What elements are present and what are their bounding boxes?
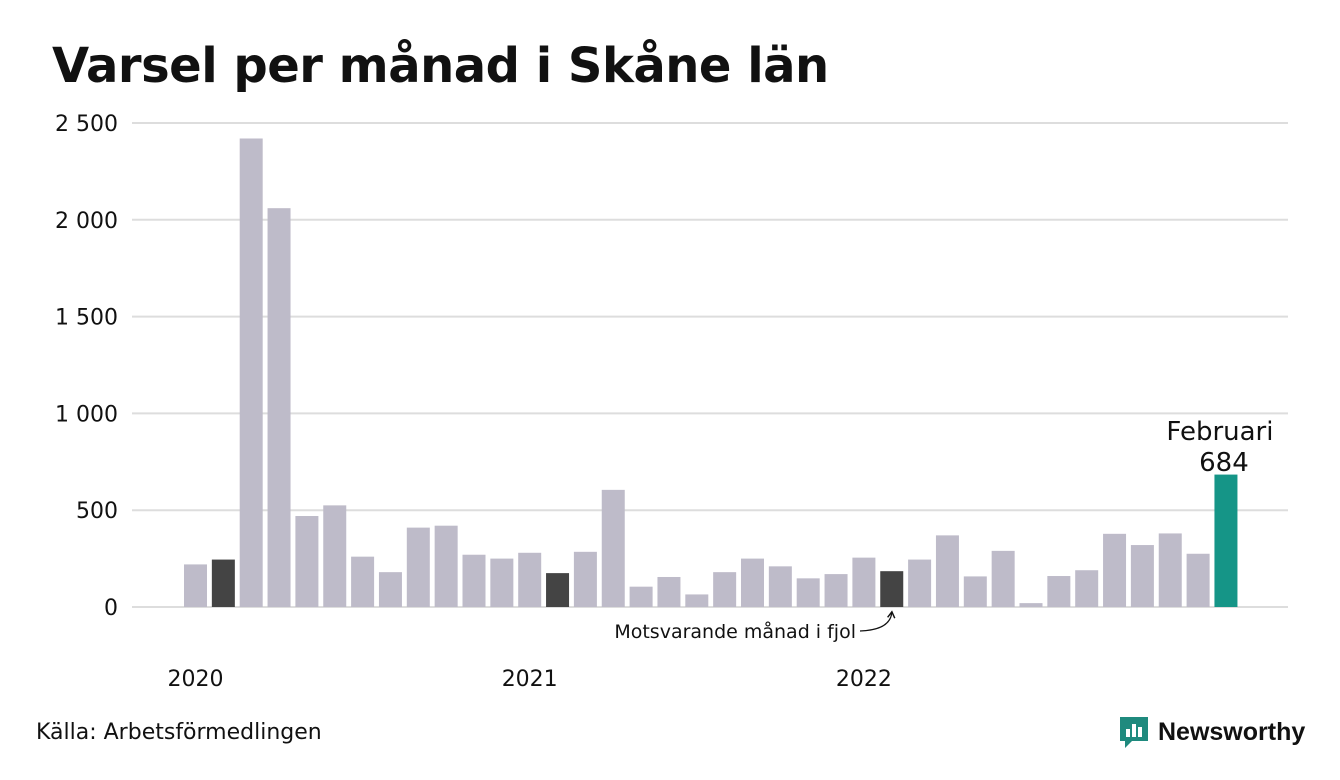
annotation-arrow: [859, 610, 896, 632]
bar-2023-02: [1214, 474, 1238, 607]
bar-2022-08: [1047, 576, 1071, 607]
bar-2020-06: [323, 505, 347, 607]
bar-2020-08: [378, 572, 402, 607]
chart-title: Varsel per månad i Skåne län: [52, 38, 829, 94]
bar-2023-01: [1186, 553, 1210, 607]
bar-2022-05: [963, 576, 987, 607]
bar-2021-03: [573, 551, 597, 607]
bar-2020-03: [239, 138, 263, 608]
y-tick-label: 2 500: [55, 112, 118, 137]
bar-2020-05: [295, 516, 319, 607]
bar-2020-07: [351, 556, 375, 607]
bar-2021-09: [741, 558, 764, 607]
y-axis: 0 500 1 000 1 500 2 000 2 500: [55, 112, 118, 621]
bar-2021-11: [796, 578, 820, 607]
bar-2020-09: [406, 527, 430, 607]
brand-name: Newsworthy: [1158, 717, 1306, 746]
x-tick-label: 2020: [168, 667, 224, 692]
bar-2020-02: [211, 559, 235, 607]
bar-2021-12: [824, 574, 848, 607]
bar-2020-01: [184, 564, 207, 607]
bar-2020-11: [462, 554, 486, 607]
bar-2022-07: [1019, 603, 1043, 607]
bar-2021-06: [657, 576, 681, 607]
bar-2021-07: [685, 594, 709, 607]
bar-2021-04: [601, 489, 625, 607]
bar-2020-12: [490, 558, 514, 607]
current-value-label: 684: [1199, 448, 1249, 478]
x-axis: 2020 2021 2022: [168, 667, 892, 692]
current-month-label: Februari: [1166, 417, 1273, 447]
bar-2022-06: [991, 550, 1015, 607]
newsworthy-logo-icon: [1120, 717, 1148, 748]
bar-2022-10: [1103, 533, 1127, 607]
x-tick-label: 2021: [502, 667, 558, 692]
previous-year-annotation: Motsvarande månad i fjol: [614, 620, 856, 643]
bar-2021-10: [768, 566, 792, 607]
y-tick-label: 500: [76, 499, 118, 524]
source-note: Källa: Arbetsförmedlingen: [36, 720, 322, 745]
bar-2020-04: [267, 208, 291, 607]
y-tick-label: 1 000: [55, 402, 118, 427]
x-tick-label: 2022: [836, 667, 892, 692]
bar-2022-03: [908, 559, 932, 607]
bar-2022-02: [880, 571, 904, 607]
bar-2021-01: [518, 552, 542, 607]
bar-2022-09: [1075, 570, 1099, 607]
y-tick-label: 2 000: [55, 209, 118, 234]
bars: [184, 138, 1238, 608]
bar-2020-10: [434, 525, 458, 607]
annotations: Februari 684 Motsvarande månad i fjol: [614, 417, 1273, 643]
bar-2021-05: [629, 586, 653, 607]
bar-2022-01: [852, 557, 876, 607]
brand-logo: Newsworthy: [1118, 712, 1305, 752]
y-tick-label: 1 500: [55, 306, 118, 331]
y-tick-label: 0: [104, 596, 118, 621]
bar-2022-04: [935, 535, 959, 607]
bar-2021-08: [713, 572, 737, 607]
bar-2022-11: [1130, 545, 1154, 607]
bar-2021-02: [546, 573, 570, 607]
bar-2022-12: [1158, 533, 1182, 607]
